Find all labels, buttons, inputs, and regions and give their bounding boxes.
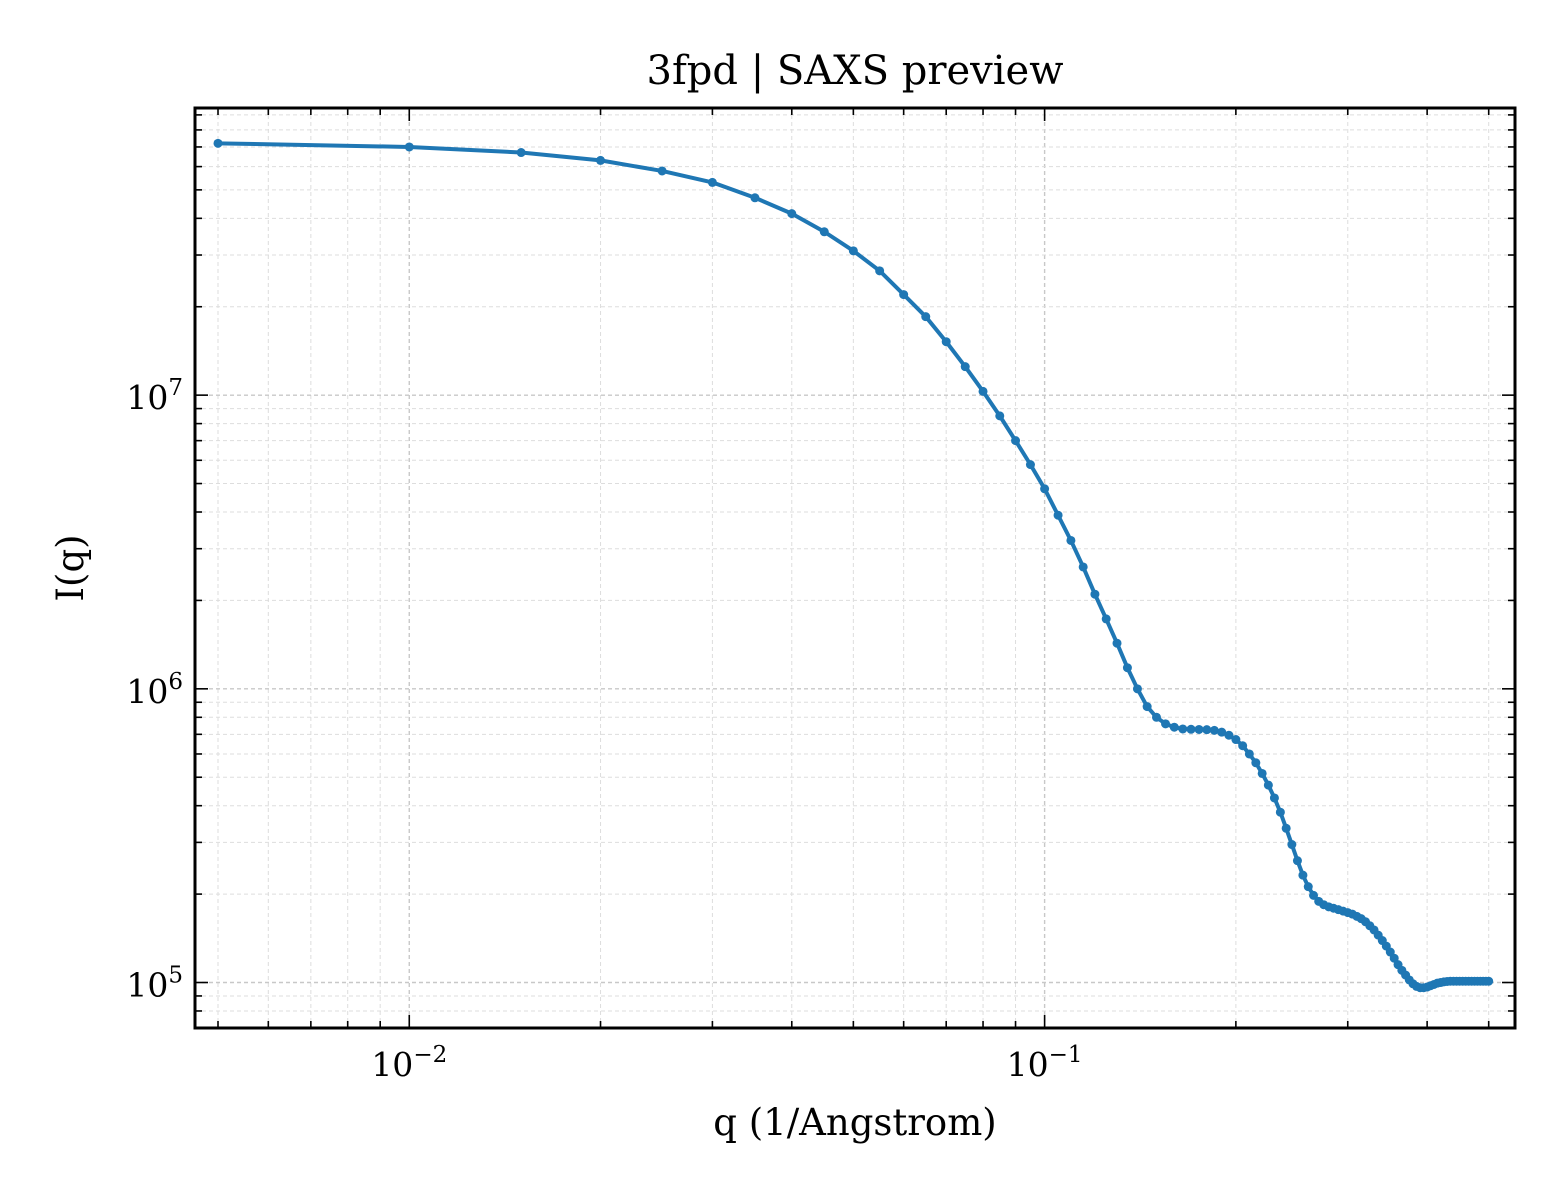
data-point (516, 148, 526, 158)
data-point (899, 290, 909, 300)
data-point (1484, 976, 1494, 986)
data-point (1112, 638, 1122, 648)
data-point (941, 337, 951, 347)
data-point (1090, 589, 1100, 599)
data-point (1389, 953, 1399, 963)
data-point (1101, 614, 1111, 624)
data-point (1269, 793, 1279, 803)
y-tick-label: 107 (126, 375, 183, 417)
data-point (1040, 484, 1050, 494)
data-point (1078, 562, 1088, 572)
data-point (213, 138, 223, 148)
data-point (1281, 823, 1291, 833)
data-point (1275, 807, 1285, 817)
data-point (657, 166, 667, 176)
data-point (995, 411, 1005, 421)
data-point (875, 266, 885, 276)
data-series (213, 138, 1494, 993)
data-point (1025, 460, 1035, 470)
data-point (1251, 758, 1261, 768)
data-point (596, 155, 606, 165)
data-point (1231, 735, 1241, 745)
data-point (1178, 724, 1188, 734)
data-point (1303, 882, 1313, 892)
data-point (1202, 725, 1212, 735)
data-point (1142, 702, 1152, 712)
data-point (978, 386, 988, 396)
data-point (1122, 663, 1132, 673)
data-point (1244, 749, 1254, 759)
y-tick-label: 106 (126, 669, 183, 711)
data-point (404, 142, 414, 152)
data-point (787, 209, 797, 219)
data-point (707, 177, 717, 187)
data-point (1257, 768, 1267, 778)
data-point (1053, 510, 1063, 520)
data-point (1011, 436, 1021, 446)
data-point (1066, 535, 1076, 545)
x-axis-label: q (1/Angstrom) (713, 1101, 996, 1144)
data-point (1298, 870, 1308, 880)
data-point (750, 193, 760, 203)
data-point (1263, 780, 1273, 790)
data-point (1292, 856, 1302, 866)
data-point (1224, 730, 1234, 740)
data-point (1161, 719, 1171, 729)
data-point (1151, 712, 1161, 722)
chart-title: 3fpd | SAXS preview (647, 48, 1064, 94)
y-tick-label: 105 (126, 963, 183, 1005)
data-point (1238, 741, 1248, 751)
plot-frame (193, 106, 1517, 1030)
x-tick-label: 10−1 (1007, 1042, 1083, 1084)
data-point (819, 227, 829, 237)
grid (195, 108, 1515, 1029)
data-point (1217, 727, 1227, 737)
data-point (921, 312, 931, 322)
data-point (848, 246, 858, 256)
data-point (1287, 840, 1297, 850)
data-point (1194, 724, 1204, 734)
data-point (1186, 724, 1196, 734)
x-tick-label: 10−2 (371, 1042, 447, 1084)
data-point (1309, 890, 1319, 900)
data-point (1169, 722, 1179, 732)
data-point (1132, 684, 1142, 694)
y-axis-label: I(q) (49, 534, 92, 601)
data-point (960, 362, 970, 372)
data-point (1209, 725, 1219, 735)
